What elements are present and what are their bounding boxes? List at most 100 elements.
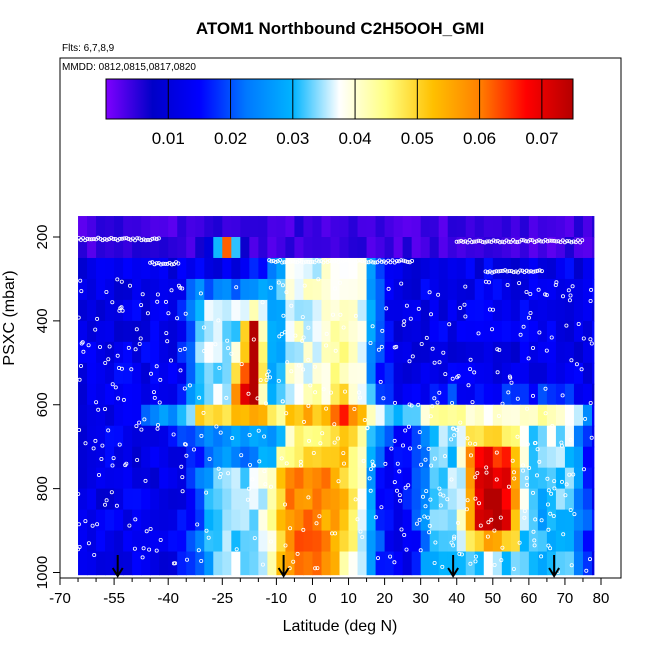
sample-dot bbox=[257, 459, 262, 464]
heatmap-cell bbox=[375, 341, 386, 364]
sample-dot bbox=[184, 557, 189, 562]
sample-dot bbox=[341, 451, 346, 456]
heatmap-cell bbox=[384, 216, 395, 238]
heatmap-cell bbox=[123, 257, 133, 280]
sample-dot bbox=[207, 456, 212, 461]
sample-dot bbox=[424, 335, 429, 340]
heatmap-cell bbox=[267, 299, 277, 322]
heatmap-cell bbox=[357, 278, 368, 301]
heatmap-cell bbox=[384, 278, 395, 301]
heatmap-cell bbox=[474, 425, 485, 448]
sample-dot bbox=[164, 331, 169, 336]
sample-dot bbox=[280, 260, 285, 265]
sample-dot bbox=[529, 269, 534, 274]
heatmap-cell bbox=[87, 488, 97, 511]
heatmap-cell bbox=[483, 257, 494, 280]
heatmap-cell bbox=[483, 341, 494, 364]
sample-dot bbox=[494, 269, 499, 274]
sample-dot bbox=[356, 390, 361, 395]
sample-dot bbox=[107, 237, 112, 242]
heatmap-cell bbox=[375, 362, 386, 385]
heatmap-cell bbox=[393, 237, 404, 259]
sample-dot bbox=[329, 531, 334, 536]
heatmap-cell bbox=[492, 551, 503, 576]
heatmap-cell bbox=[474, 341, 485, 364]
heatmap-cell bbox=[339, 216, 350, 238]
sample-dot bbox=[336, 479, 341, 484]
heatmap-cell bbox=[276, 320, 287, 343]
sample-dot bbox=[430, 404, 435, 409]
heatmap-cell bbox=[222, 320, 232, 343]
heatmap-cell bbox=[267, 404, 277, 427]
sample-dot bbox=[574, 362, 579, 367]
heatmap-cell bbox=[564, 467, 575, 490]
sample-dot bbox=[505, 282, 510, 287]
sample-dot bbox=[234, 285, 239, 290]
heatmap-cell bbox=[87, 467, 97, 490]
heatmap-cell bbox=[519, 278, 530, 301]
heatmap-cell bbox=[564, 320, 575, 343]
heatmap-cell bbox=[159, 257, 169, 280]
heatmap-cell bbox=[123, 488, 133, 511]
heatmap-cell bbox=[348, 488, 359, 511]
sample-dot bbox=[199, 559, 204, 564]
heatmap-cell bbox=[447, 341, 458, 364]
sample-dot bbox=[497, 240, 502, 245]
sample-dot bbox=[505, 269, 510, 274]
heatmap-cell bbox=[294, 530, 305, 553]
heatmap-cell bbox=[348, 237, 359, 259]
heatmap-cell bbox=[573, 446, 584, 469]
sample-dot bbox=[401, 258, 406, 263]
sample-dot bbox=[509, 380, 514, 385]
heatmap-cell bbox=[303, 237, 314, 259]
sample-dot bbox=[572, 512, 577, 517]
heatmap-cell bbox=[267, 467, 277, 490]
heatmap-cell bbox=[222, 488, 232, 511]
heatmap-cell bbox=[402, 320, 413, 343]
sample-dot bbox=[437, 360, 442, 365]
heatmap-cell bbox=[123, 446, 133, 469]
sample-dot bbox=[588, 298, 593, 303]
sample-dot bbox=[204, 490, 209, 495]
sample-dot bbox=[386, 286, 391, 291]
heatmap-cell bbox=[96, 551, 106, 576]
heatmap-cell bbox=[213, 237, 223, 259]
heatmap-cell bbox=[213, 320, 223, 343]
heatmap-cell bbox=[195, 509, 205, 532]
heatmap-cell bbox=[204, 320, 214, 343]
heatmap-cell bbox=[555, 446, 566, 469]
heatmap-cell bbox=[177, 488, 187, 511]
heatmap-cell bbox=[177, 257, 187, 280]
heatmap-cell bbox=[276, 341, 287, 364]
heatmap-cell bbox=[231, 278, 241, 301]
heatmap-cell bbox=[411, 299, 422, 322]
sample-dot bbox=[433, 540, 438, 545]
heatmap-cell bbox=[231, 404, 241, 427]
heatmap-cell bbox=[339, 383, 350, 406]
heatmap-cell bbox=[420, 320, 431, 343]
heatmap-cell bbox=[204, 509, 214, 532]
x-tick-label: 50 bbox=[484, 590, 501, 607]
heatmap-cell bbox=[528, 257, 539, 280]
heatmap-cell bbox=[186, 425, 196, 448]
heatmap-cell bbox=[456, 362, 467, 385]
heatmap-cell bbox=[519, 446, 530, 469]
sample-dot bbox=[106, 357, 111, 362]
sample-dot bbox=[582, 467, 587, 472]
heatmap-cell bbox=[447, 425, 458, 448]
sample-dot bbox=[531, 529, 536, 534]
heatmap-cell bbox=[123, 320, 133, 343]
heatmap-cell bbox=[87, 216, 97, 238]
sample-dot bbox=[260, 300, 265, 305]
heatmap-cell bbox=[78, 488, 88, 511]
sample-dot bbox=[455, 520, 460, 525]
sample-dot bbox=[418, 548, 423, 553]
heatmap-cell bbox=[213, 257, 223, 280]
heatmap-cell bbox=[393, 530, 404, 553]
sample-dot bbox=[154, 548, 159, 553]
heatmap-cell bbox=[204, 257, 214, 280]
sample-dot bbox=[302, 283, 307, 288]
sample-dot bbox=[163, 299, 168, 304]
